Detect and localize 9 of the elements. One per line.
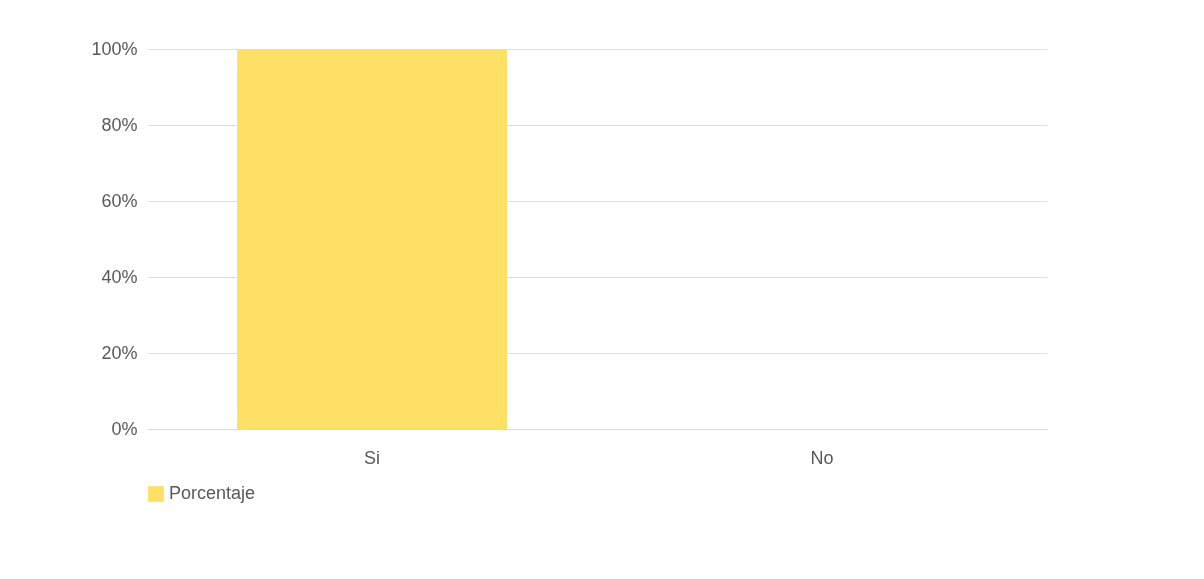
y-tick-label: 100% <box>91 38 138 59</box>
y-tick-label: 20% <box>101 342 138 363</box>
x-tick-label: Si <box>363 447 381 468</box>
legend-label: Porcentaje <box>169 483 256 503</box>
x-tick-label: No <box>810 447 834 468</box>
y-tick-label: 80% <box>101 114 138 135</box>
y-tick-label: 40% <box>101 266 138 287</box>
y-tick-label: 0% <box>111 418 138 439</box>
y-tick-label: 60% <box>101 190 138 211</box>
